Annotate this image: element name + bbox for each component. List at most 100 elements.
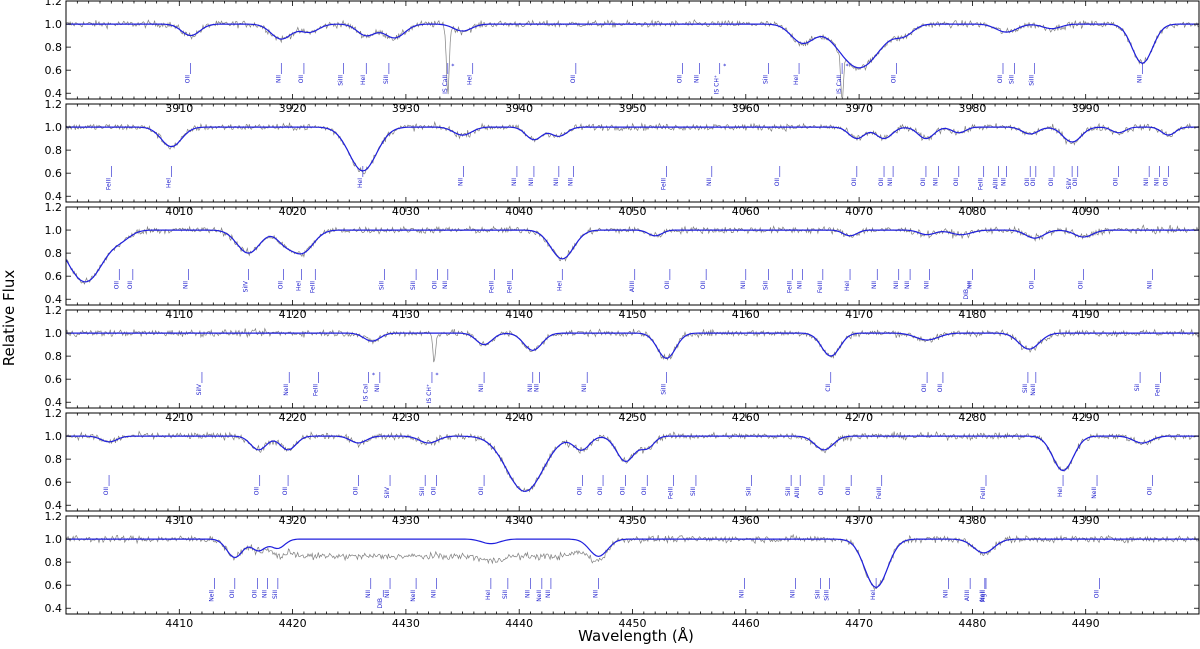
y-tick-label: 0.8 — [45, 247, 63, 260]
line-id-label: NII — [384, 590, 391, 598]
line-id-label: NII — [581, 384, 588, 392]
y-tick-label: 0.8 — [45, 556, 63, 569]
y-tick-label: 0.6 — [45, 270, 63, 283]
y-tick-label: 0.4 — [45, 87, 63, 100]
line-id-label: NeII — [536, 590, 543, 602]
line-id-label: NeII — [208, 590, 215, 602]
line-id-label: OII — [103, 487, 110, 495]
model-spectrum-line — [66, 229, 1199, 283]
line-id-label: NII — [593, 590, 600, 598]
line-id-label: OII — [577, 487, 584, 495]
line-id-label: OII — [845, 487, 852, 495]
line-id-label: SiII — [378, 281, 385, 290]
line-id-label: NII — [966, 281, 973, 289]
line-id-label: AlIII — [629, 281, 636, 292]
line-id-label: OII — [641, 487, 648, 495]
line-id-label: SiII — [763, 281, 770, 290]
x-tick-label: 4430 — [392, 617, 420, 630]
line-id-label: OII — [282, 487, 289, 495]
line-id-label: HeI — [467, 75, 474, 85]
y-tick-label: 1.2 — [45, 0, 63, 8]
line-id-label: HeI — [793, 75, 800, 85]
y-tick-label: 1.0 — [45, 327, 63, 340]
y-tick-label: 0.8 — [45, 144, 63, 157]
line-id-label: SiII — [785, 487, 792, 496]
line-id-label: NII — [478, 384, 485, 392]
y-tick-label: 0.8 — [45, 350, 63, 363]
line-id-label: HeI — [1057, 487, 1064, 497]
y-tick-label: 1.2 — [45, 98, 63, 111]
line-id-label: OII — [891, 75, 898, 83]
line-id-label: OII — [818, 487, 825, 495]
line-id-label: OII — [298, 75, 305, 83]
line-id-label: OII — [620, 487, 627, 495]
line-id-label: OII — [774, 178, 781, 186]
line-id-label: OII — [278, 281, 285, 289]
line-id-label: SiII — [1022, 384, 1029, 393]
line-id-label: OII — [1072, 178, 1079, 186]
line-id-label: SiIV — [384, 486, 391, 498]
interstellar-star-marker: * — [723, 63, 726, 70]
interstellar-star-marker: * — [451, 63, 454, 70]
x-tick-label: 4440 — [505, 617, 533, 630]
line-id-label: OII — [432, 281, 439, 289]
line-id-label: OII — [676, 75, 683, 83]
line-id-label: NII — [374, 384, 381, 392]
line-id-label: NII — [534, 384, 541, 392]
spectrum-panel: 3910 3920 3930 3940 3950 3960 3970 3980 39900.40… — [45, 0, 1200, 115]
model-spectrum-line — [66, 435, 1199, 492]
line-id-label: HeI — [556, 281, 563, 291]
line-id-label: OII — [185, 75, 192, 83]
y-tick-label: 0.6 — [45, 64, 63, 77]
line-id-label: AlIII — [993, 178, 1000, 189]
line-id-label: HeI — [357, 178, 364, 188]
x-tick-label: 4480 — [958, 617, 986, 630]
line-id-label: NII — [893, 281, 900, 289]
line-id-label: OII — [431, 487, 438, 495]
y-tick-label: 0.8 — [45, 453, 63, 466]
observed-spectrum-line — [66, 430, 1199, 493]
y-tick-label: 1.0 — [45, 224, 63, 237]
line-id-label: FeIII — [105, 178, 112, 190]
line-id-label: OII — [921, 384, 928, 392]
y-tick-label: 1.0 — [45, 533, 63, 546]
line-id-label: SiIII — [824, 590, 831, 601]
line-id-label: SiII — [419, 487, 426, 496]
spectrum-panel: 4310 4320 4330 4340 4350 4360 4370 4380 43900.40… — [45, 407, 1200, 527]
model-spectrum-line — [66, 23, 1199, 69]
line-id-label: SiIII — [338, 75, 345, 86]
y-tick-label: 1.2 — [45, 201, 63, 214]
x-tick-label: 4420 — [279, 617, 307, 630]
line-id-label: NII — [904, 281, 911, 289]
y-tick-label: 1.0 — [45, 18, 63, 31]
model-spectrum-line — [66, 538, 1199, 588]
line-id-label: OII — [953, 178, 960, 186]
line-id-label: FeIII — [488, 281, 495, 293]
line-id-label: HeI — [870, 590, 877, 600]
line-id-label: FeIII — [309, 281, 316, 293]
line-id-label: FeIII — [978, 178, 985, 190]
line-id-label: SiI — [1134, 384, 1141, 391]
line-id-label: IS CaII — [442, 75, 449, 94]
interstellar-star-marker: * — [372, 372, 375, 379]
y-tick-label: 1.0 — [45, 121, 63, 134]
line-id-label: NII — [943, 590, 950, 598]
line-id-label: NII — [275, 75, 282, 83]
line-id-label: SiII — [763, 75, 770, 84]
line-id-label: FeIII — [661, 178, 668, 190]
line-id-label: NII — [1147, 281, 1154, 289]
y-tick-label: 0.6 — [45, 476, 63, 489]
line-id-label: AlIII — [794, 487, 801, 498]
line-id-label: OII — [1147, 487, 1154, 495]
line-id-label: SiIV — [1066, 177, 1073, 189]
line-id-label: NII — [553, 178, 560, 186]
line-id-label: NII — [365, 590, 372, 598]
y-tick-label: 0.4 — [45, 499, 63, 512]
line-id-label: IS CaI — [363, 384, 370, 401]
line-id-label: OII — [1030, 178, 1037, 186]
line-id-label: NII — [1143, 178, 1150, 186]
y-tick-label: 0.6 — [45, 579, 63, 592]
line-id-label: NII — [706, 178, 713, 186]
x-tick-label: 4450 — [619, 617, 647, 630]
